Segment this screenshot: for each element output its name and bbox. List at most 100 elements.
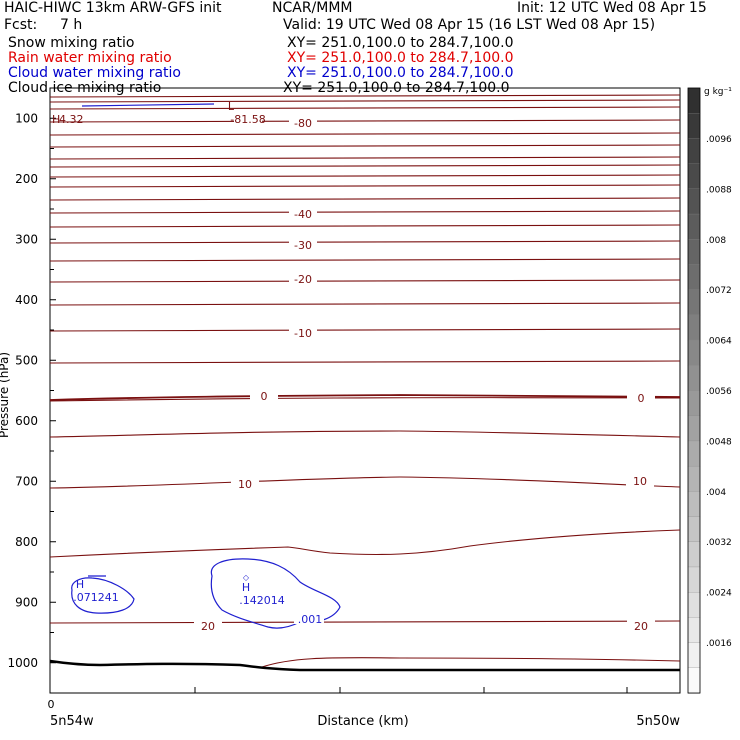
colorbar-label: .0088 [706,185,732,195]
temperature-contour-label: 20 [634,620,648,633]
y-tick-label-300: 300 [15,232,38,246]
temperature-contour-line [49,119,681,123]
temperature-contour-line [49,302,681,306]
colorbar-swatch [687,440,701,467]
field-name-snow: Snow mixing ratio [8,35,135,51]
cloud-water-contour-left [71,577,135,614]
label-mask [234,113,262,125]
label-mask [627,620,655,632]
cloud-high-marker-center: H [242,581,250,594]
x-tick-label-zero: 0 [48,698,55,711]
colorbar-unit: g kg⁻¹ [704,87,732,97]
low-marker: L [228,100,235,113]
model-title: HAIC-HIWC 13km ARW-GFS init [4,0,222,16]
field-xy-snow: XY= 251.0,100.0 to 284.7,100.0 [287,35,514,51]
temperature-contour-line [49,210,681,214]
cloud-high-value-left: .071241 [73,591,119,604]
cloud-high-marker-left: H [76,578,84,591]
colorbar-frame [687,87,701,694]
x-start-label: 5n54w [50,714,94,729]
colorbar-swatch [687,314,701,341]
temperature-contour-line [49,360,681,364]
temperature-contour-line [49,328,681,332]
terrain-line [49,659,680,672]
cloud-contour-label: .001 [298,613,323,626]
label-mask [289,239,317,251]
y-tick-label-900: 900 [15,595,38,609]
temperature-contour-label: -10 [294,327,312,340]
org-label: NCAR/MMM [272,0,353,16]
temperature-contour-line [49,279,681,283]
colorbar-swatch [687,188,701,215]
field-name-rain: Rain water mixing ratio [8,50,172,66]
y-tick-label-700: 700 [15,474,38,488]
colorbar-swatch [687,516,701,543]
colorbar-swatch [687,87,701,114]
colorbar-label: .0096 [706,135,732,145]
temperature-contour-label: -20 [294,273,312,286]
colorbar: g kg⁻¹ .0096 .0088 .008 .0072 .0064 .0056 .0048… [687,87,732,694]
temperature-contour-line [49,156,681,160]
y-tick-label-1000: 1000 [7,656,38,670]
label-mask [289,117,317,129]
temperature-contour-label: -80 [294,117,312,130]
colorbar-swatch [687,163,701,190]
init-time: Init: 12 UTC Wed 08 Apr 15 [517,0,707,16]
colorbar-swatch [687,213,701,240]
colorbar-swatch [687,339,701,366]
cloud-high-value-center: .142014 [239,594,285,607]
temperature-contour-line [49,430,681,438]
y-tick-label-400: 400 [15,293,38,307]
forecast-hours: 7 h [60,17,83,33]
colorbar-label: .0072 [706,286,732,296]
colorbar-swatch [687,365,701,392]
colorbar-label: .0016 [706,639,732,649]
temperature-contour-line [49,132,681,136]
temperature-contour-label: 0 [261,390,268,403]
colorbar-swatch [687,491,701,518]
temperature-contour-line [49,529,681,558]
temperature-contour-label: -40 [294,208,312,221]
x-axis-label: Distance (km) [317,714,408,729]
cloud-water-contour-top [81,103,215,107]
colorbar-swatch [687,138,701,165]
temperature-contour-label: -81.58 [230,113,265,126]
temperature-contour-line [49,106,681,110]
temperature-contour-line [49,164,681,168]
plot-frame [49,87,681,694]
label-mask [231,478,259,490]
high-value-label: 4.32 [59,113,84,126]
valid-time: Valid: 19 UTC Wed 08 Apr 15 (16 LST Wed … [283,17,656,33]
cloud-max-symbol: ◇ [243,573,250,582]
temperature-contour-line [261,657,681,668]
y-tick-label-800: 800 [15,535,38,549]
temperature-contour-line [49,224,681,228]
temperature-contour-line [49,197,681,201]
colorbar-label: .0032 [706,538,732,548]
colorbar-label: .0048 [706,437,732,447]
y-tick-label-600: 600 [15,414,38,428]
temperature-contour-label: -30 [294,239,312,252]
temperature-contour-line [49,397,681,402]
colorbar-label: .0056 [706,387,732,397]
colorbar-swatch [687,239,701,266]
temperature-contour-line [49,240,681,244]
colorbar-label: .004 [706,488,726,498]
temperature-contour-label: 0 [638,392,645,405]
field-name-cloud-water: Cloud water mixing ratio [8,65,181,81]
colorbar-swatch [687,113,701,140]
temperature-contour-line [49,620,681,624]
label-mask [294,613,324,624]
y-tick-label-500: 500 [15,353,38,367]
label-mask [289,208,317,220]
colorbar-swatch [687,642,701,669]
colorbar-swatch [687,289,701,316]
y-axis-label: Pressure (hPa) [0,352,11,438]
colorbar-swatch [687,592,701,619]
temperature-contour-label: 10 [633,475,647,488]
colorbar-label: .0024 [706,589,732,599]
label-mask [289,273,317,285]
